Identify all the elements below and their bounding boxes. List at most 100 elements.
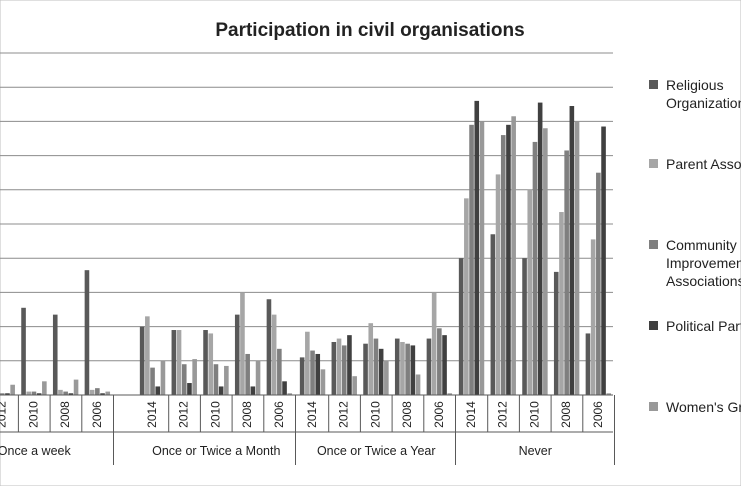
legend-label: Community	[666, 237, 737, 253]
bar	[341, 345, 347, 395]
bar	[553, 271, 559, 395]
x-tick-label: 2012	[177, 401, 191, 428]
bar	[490, 234, 496, 395]
bar	[431, 292, 437, 395]
bar	[287, 393, 293, 395]
bar	[543, 128, 548, 396]
legend-label: Political Parties	[666, 318, 741, 334]
x-tick-label: 2008	[400, 401, 414, 428]
bar	[347, 335, 352, 395]
bar	[527, 189, 533, 395]
bar	[405, 343, 410, 395]
bar	[52, 314, 58, 395]
bar	[426, 338, 432, 395]
chart-title: Participation in civil organisations	[215, 20, 524, 41]
bar	[192, 359, 197, 395]
bar	[139, 326, 145, 395]
bar	[590, 239, 596, 395]
bar	[532, 141, 538, 395]
x-tick-label: 2010	[527, 401, 541, 428]
bar	[282, 381, 287, 395]
bar	[0, 393, 5, 395]
bar	[84, 270, 90, 395]
bar	[181, 364, 187, 395]
bar	[208, 333, 214, 395]
bar	[559, 212, 564, 395]
legend-label: Organizations	[666, 95, 741, 111]
bar	[537, 102, 543, 395]
bar	[564, 150, 569, 395]
x-tick-label: 2012	[0, 401, 9, 428]
bar	[363, 343, 368, 395]
legend-label: Religious	[666, 77, 724, 93]
bar	[585, 333, 591, 395]
x-tick-label: 2010	[26, 401, 40, 428]
bar	[336, 338, 342, 395]
legend-label: Improvement	[666, 255, 741, 271]
bar	[266, 299, 272, 395]
bar	[187, 383, 192, 395]
legend-swatch	[649, 240, 658, 249]
bar	[176, 330, 182, 395]
bar	[601, 126, 606, 395]
bar	[95, 388, 100, 395]
bar	[400, 341, 405, 395]
x-axis: 2014 2012 2010 2008 2006 Once a week 2014 2012 2…	[0, 394, 615, 465]
x-tick-label: 2012	[496, 401, 510, 428]
bar	[240, 292, 245, 395]
bar	[373, 338, 379, 395]
bar	[315, 353, 321, 395]
bar	[150, 367, 155, 395]
x-tick-label: 2012	[337, 401, 351, 428]
bar	[213, 364, 219, 395]
bar	[145, 316, 150, 395]
bar	[73, 379, 79, 395]
bar	[574, 121, 580, 396]
bar	[42, 381, 47, 395]
legend-label: Associations	[666, 273, 741, 289]
bar	[464, 198, 469, 395]
bar	[447, 393, 453, 395]
x-tick-label: 2008	[240, 401, 254, 428]
x-tick-label: 2014	[305, 401, 319, 428]
bar	[63, 391, 68, 395]
bar	[384, 360, 389, 395]
x-tick-label: 2014	[464, 401, 478, 428]
bar	[203, 330, 208, 395]
legend-swatch	[649, 321, 658, 330]
bar	[474, 100, 480, 395]
x-tick-label: 2006	[90, 401, 104, 428]
bar	[394, 338, 400, 395]
bar	[277, 348, 282, 395]
legend-label: Women's Groups	[666, 399, 741, 415]
legend-swatch	[649, 80, 658, 89]
gridlines	[0, 52, 613, 396]
x-tick-label: 2006	[432, 401, 446, 428]
bar	[410, 345, 416, 395]
bar	[320, 369, 326, 395]
bar	[155, 386, 161, 395]
bar	[368, 323, 374, 395]
bar	[299, 357, 305, 395]
x-tick-label: 2006	[591, 401, 605, 428]
bar	[5, 393, 10, 395]
x-tick-label: 2006	[272, 401, 286, 428]
legend-swatch	[649, 402, 658, 411]
bar	[26, 391, 32, 395]
bar	[479, 121, 485, 396]
bar	[58, 389, 63, 395]
bar	[250, 386, 256, 395]
group-label: Once or Twice a Month	[152, 444, 280, 458]
group-label: Once or Twice a Year	[317, 444, 436, 458]
bar	[305, 331, 310, 395]
bar	[569, 106, 575, 395]
bar	[606, 393, 612, 395]
bar	[511, 116, 516, 396]
x-tick-label: 2008	[559, 401, 573, 428]
x-tick-label: 2010	[368, 401, 382, 428]
bar	[596, 172, 601, 395]
bar	[378, 348, 384, 395]
bar	[234, 314, 240, 395]
